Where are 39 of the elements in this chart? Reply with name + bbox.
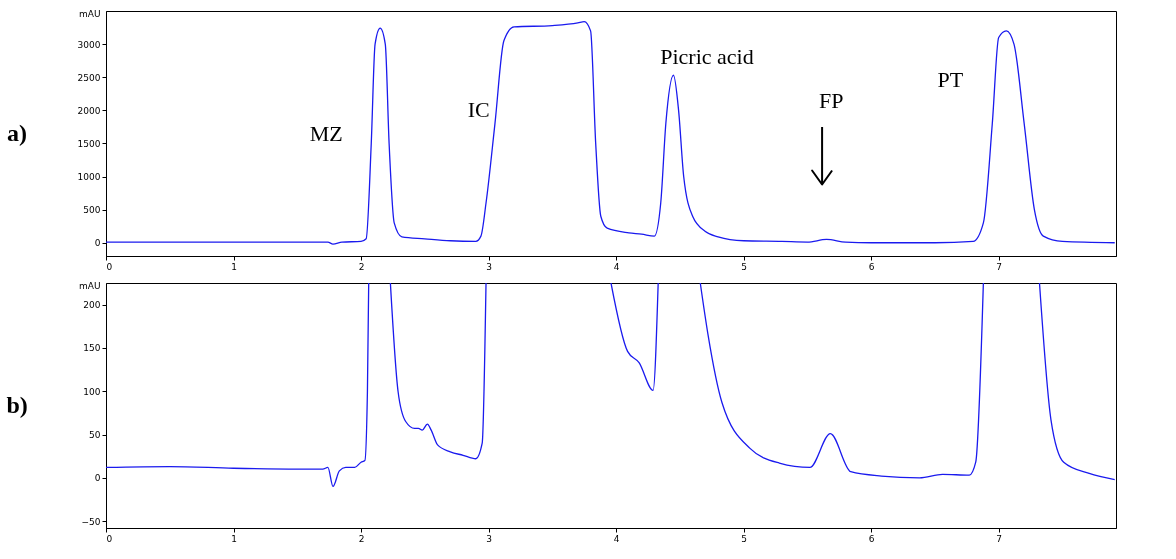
y-tick-label: 1000	[77, 172, 101, 183]
x-tick-label: 5	[741, 261, 747, 272]
y-tick-label: 100	[83, 386, 101, 397]
x-tick-label: 2	[358, 533, 365, 544]
x-tick-label: 1	[231, 533, 237, 544]
text: b)	[6, 391, 28, 418]
y-axis-title: mAU	[78, 280, 101, 291]
x-tick-label: 2	[358, 261, 365, 272]
x-tick-label: 7	[996, 261, 1003, 272]
y-axis-title: mAU	[78, 8, 101, 19]
annotation: Picric acid	[660, 43, 754, 69]
x-tick-label: 0	[106, 533, 113, 544]
y-tick-label: 2000	[77, 105, 101, 116]
x-tick-label: 7	[996, 533, 1003, 544]
y-tick-label: 1500	[77, 138, 101, 149]
x-tick-label: 0	[106, 261, 113, 272]
annotation: PT	[937, 66, 964, 92]
annotation: MZ	[309, 120, 343, 146]
y-tick-label: 150	[83, 343, 101, 354]
annotation: FP	[818, 87, 844, 113]
x-tick-label: 4	[613, 533, 620, 544]
x-tick-label: 1	[231, 261, 237, 272]
x-tick-label: 6	[868, 261, 875, 272]
line-series	[106, 20, 1116, 245]
x-tick-label: 3	[486, 533, 492, 544]
y-tick-label: 200	[83, 300, 101, 311]
x-tick-label: 5	[741, 533, 747, 544]
y-tick-label: 500	[83, 205, 101, 216]
x-tick-label: 4	[613, 261, 620, 272]
x-tick-label: 3	[486, 261, 492, 272]
x-tick-label: 6	[868, 533, 875, 544]
y-tick-label: −50	[81, 516, 101, 527]
y-tick-label: 50	[89, 430, 101, 440]
y-tick-label: 2500	[77, 72, 101, 83]
y-tick-label: 3000	[77, 39, 101, 50]
text: a)	[7, 119, 28, 146]
y-tick-label: 0	[94, 238, 101, 249]
y-tick-label: 0	[94, 473, 101, 484]
annotation: IC	[467, 97, 490, 123]
